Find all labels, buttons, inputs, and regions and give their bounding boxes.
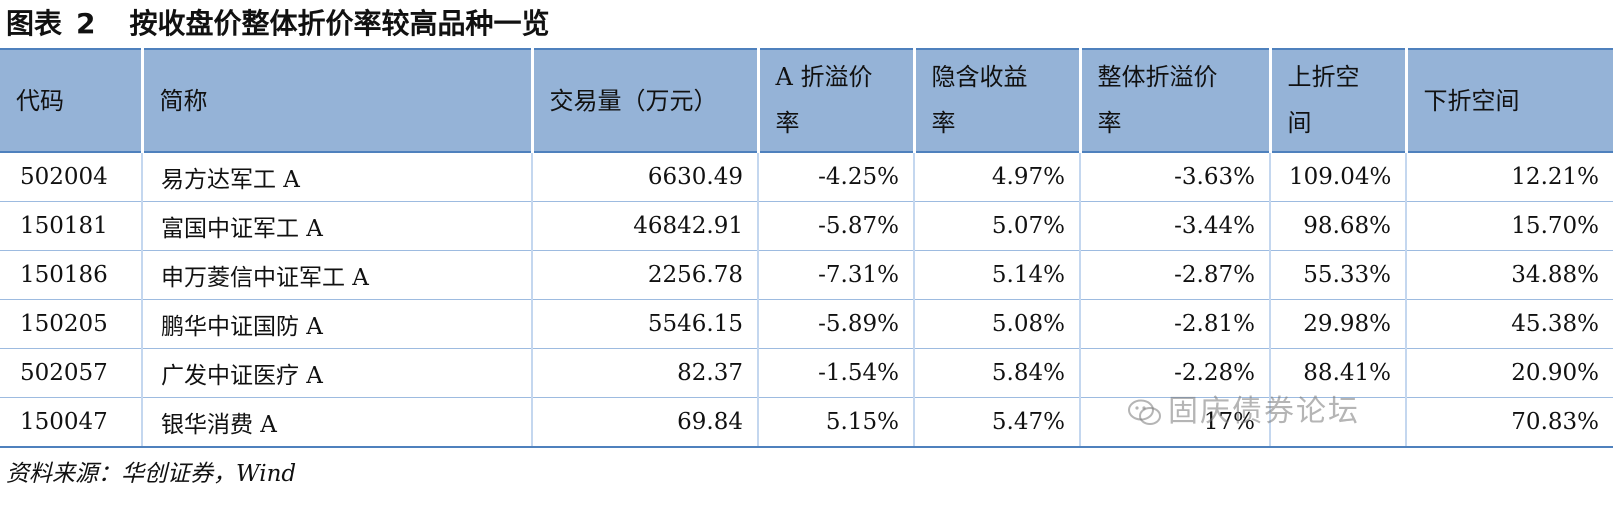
cell-implied-yield: 5.08% xyxy=(913,299,1080,349)
cell-a-premium: 5.15% xyxy=(757,397,914,448)
cell-code: 150181 xyxy=(0,201,142,251)
header-code: 代码 xyxy=(0,48,142,153)
cell-volume: 46842.91 xyxy=(531,201,758,251)
header-overall-premium: 整体折溢价率 xyxy=(1078,48,1270,153)
header-name: 简称 xyxy=(140,48,532,153)
cell-name: 鹏华中证国防 A xyxy=(141,299,532,349)
cell-overall-premium: 17% xyxy=(1079,397,1270,448)
cell-name: 广发中证医疗 A xyxy=(141,348,532,398)
fund-table: 代码 简称 交易量（万元） A 折溢价率 隐含收益率 整体折溢价率 上折空间 下… xyxy=(0,48,1613,448)
cell-volume: 6630.49 xyxy=(531,152,758,202)
cell-implied-yield: 5.07% xyxy=(913,201,1080,251)
cell-up-space xyxy=(1269,397,1406,448)
table-row: 150181 富国中证军工 A 46842.91 -5.87% 5.07% -3… xyxy=(0,201,1613,251)
source-note: 资料来源：华创证券，Wind xyxy=(6,461,297,487)
table-row: 150205 鹏华中证国防 A 5546.15 -5.89% 5.08% -2.… xyxy=(0,299,1613,349)
cell-name: 富国中证军工 A xyxy=(141,201,532,251)
cell-overall-premium: -3.63% xyxy=(1079,152,1270,202)
cell-volume: 69.84 xyxy=(531,397,758,448)
cell-up-space: 109.04% xyxy=(1269,152,1406,202)
cell-up-space: 29.98% xyxy=(1269,299,1406,349)
cell-up-space: 98.68% xyxy=(1269,201,1406,251)
cell-code: 502057 xyxy=(0,348,142,398)
cell-implied-yield: 4.97% xyxy=(913,152,1080,202)
cell-a-premium: -5.89% xyxy=(757,299,914,349)
header-down-space: 下折空间 xyxy=(1404,48,1613,153)
figure-number: 2 xyxy=(76,7,96,40)
cell-down-space: 12.21% xyxy=(1405,152,1613,202)
cell-overall-premium: -2.87% xyxy=(1079,250,1270,300)
header-volume: 交易量（万元） xyxy=(530,48,758,153)
table-row: 150047 银华消费 A 69.84 5.15% 5.47% 17% 70.8… xyxy=(0,397,1613,448)
cell-implied-yield: 5.14% xyxy=(913,250,1080,300)
cell-down-space: 70.83% xyxy=(1405,397,1613,448)
cell-up-space: 88.41% xyxy=(1269,348,1406,398)
table-header-row: 代码 简称 交易量（万元） A 折溢价率 隐含收益率 整体折溢价率 上折空间 下… xyxy=(0,48,1613,153)
cell-name: 易方达军工 A xyxy=(141,152,532,202)
cell-volume: 2256.78 xyxy=(531,250,758,300)
cell-name: 申万菱信中证军工 A xyxy=(141,250,532,300)
header-implied-yield: 隐含收益率 xyxy=(912,48,1080,153)
cell-a-premium: -4.25% xyxy=(757,152,914,202)
figure-title-text: 按收盘价整体折价率较高品种一览 xyxy=(129,7,550,40)
cell-a-premium: -5.87% xyxy=(757,201,914,251)
table-row: 150186 申万菱信中证军工 A 2256.78 -7.31% 5.14% -… xyxy=(0,250,1613,300)
cell-code: 150205 xyxy=(0,299,142,349)
cell-down-space: 15.70% xyxy=(1405,201,1613,251)
cell-volume: 82.37 xyxy=(531,348,758,398)
cell-a-premium: -1.54% xyxy=(757,348,914,398)
cell-down-space: 45.38% xyxy=(1405,299,1613,349)
cell-down-space: 34.88% xyxy=(1405,250,1613,300)
table-row: 502004 易方达军工 A 6630.49 -4.25% 4.97% -3.6… xyxy=(0,152,1613,202)
cell-code: 502004 xyxy=(0,152,142,202)
cell-name: 银华消费 A xyxy=(141,397,532,448)
cell-implied-yield: 5.47% xyxy=(913,397,1080,448)
cell-down-space: 20.90% xyxy=(1405,348,1613,398)
header-up-space: 上折空间 xyxy=(1268,48,1406,153)
cell-overall-premium: -2.81% xyxy=(1079,299,1270,349)
header-a-premium: A 折溢价率 xyxy=(756,48,914,153)
cell-a-premium: -7.31% xyxy=(757,250,914,300)
cell-overall-premium: -2.28% xyxy=(1079,348,1270,398)
watermark: 固庆债券论坛 xyxy=(1128,386,1360,430)
table-row: 502057 广发中证医疗 A 82.37 -1.54% 5.84% -2.28… xyxy=(0,348,1613,398)
cell-volume: 5546.15 xyxy=(531,299,758,349)
cell-implied-yield: 5.84% xyxy=(913,348,1080,398)
wechat-icon xyxy=(1128,399,1162,427)
figure-label: 图表 xyxy=(6,7,63,40)
cell-up-space: 55.33% xyxy=(1269,250,1406,300)
cell-code: 150047 xyxy=(0,397,142,448)
watermark-text: 固庆债券论坛 xyxy=(1168,394,1360,429)
cell-code: 150186 xyxy=(0,250,142,300)
figure-title: 图表 2 按收盘价整体折价率较高品种一览 xyxy=(6,2,550,46)
cell-overall-premium: -3.44% xyxy=(1079,201,1270,251)
